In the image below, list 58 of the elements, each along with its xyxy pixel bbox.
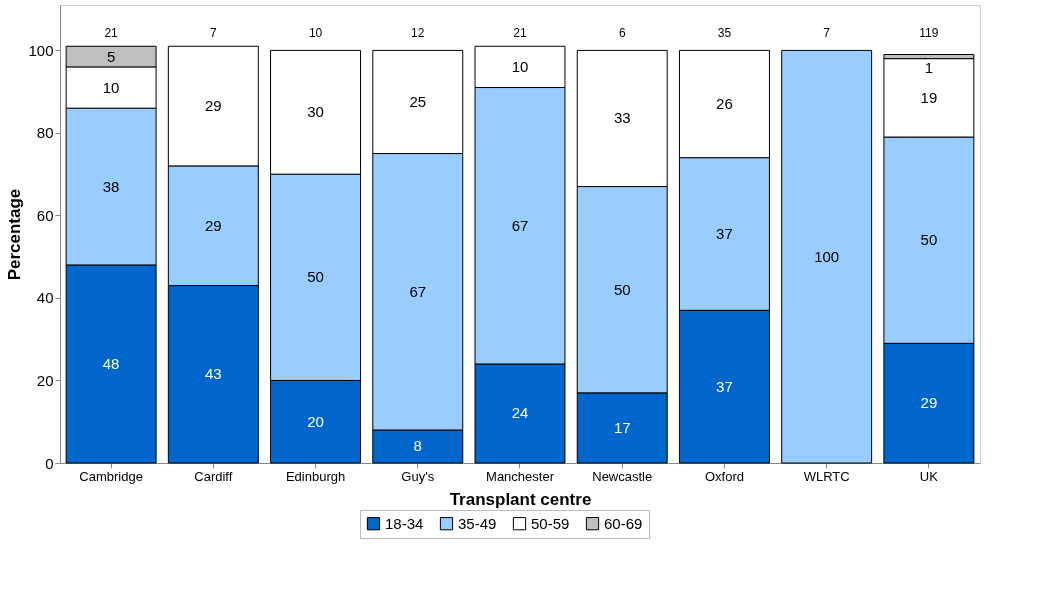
annotation: 21: [513, 26, 527, 40]
data-label: 67: [409, 282, 427, 300]
data-label: 50: [613, 280, 631, 298]
data-label: 37: [716, 377, 733, 395]
annotation: 7: [823, 26, 831, 40]
data-label: 29: [204, 97, 222, 115]
data-label: 100: [814, 247, 840, 265]
x-tick-label: Cardiff: [194, 468, 233, 484]
legend-label: 35-49: [458, 514, 497, 532]
data-label: 19: [920, 88, 938, 106]
data-label: 29: [204, 216, 222, 234]
data-label: 43: [204, 365, 222, 383]
data-label: 24: [511, 404, 529, 422]
x-tick-label: Cambridge: [79, 468, 143, 484]
data-label: 5: [106, 47, 116, 65]
data-label: 33: [613, 109, 631, 127]
data-label: 37: [716, 225, 733, 242]
data-label: 1: [924, 58, 934, 76]
x-axis-title: Transplant centre: [449, 489, 592, 509]
data-label: 8: [413, 437, 422, 455]
data-label: 20: [307, 412, 324, 430]
annotation: 10: [308, 26, 323, 40]
legend-label: 60-69: [604, 514, 643, 532]
data-label: 67: [511, 216, 529, 234]
x-tick-label: Newcastle: [592, 468, 653, 484]
data-label: 25: [409, 92, 427, 110]
x-tick-label: UK: [919, 468, 939, 484]
data-label: 30: [307, 103, 324, 121]
bar: [781, 49, 873, 464]
annotation: 21: [104, 26, 119, 40]
annotation: 6: [618, 26, 626, 40]
x-tick-label: Edinburgh: [285, 468, 346, 484]
data-label: 48: [102, 354, 120, 372]
data-label: 50: [307, 268, 324, 286]
x-tick-label: Manchester: [486, 468, 555, 484]
legend-label: 50-59: [531, 514, 570, 532]
annotation: 35: [717, 26, 732, 40]
data-label: 50: [920, 231, 938, 249]
annotation: 7: [209, 26, 217, 40]
y-axis-title: Percentage: [5, 188, 25, 281]
data-label: 26: [716, 95, 733, 113]
x-tick-label: Oxford: [704, 468, 744, 484]
annotation: 119: [919, 26, 939, 40]
y-tick-label: 60: [36, 206, 54, 224]
data-label: 29: [920, 394, 938, 412]
annotation: 12: [411, 26, 425, 40]
x-tick-label: Guy's: [401, 468, 435, 484]
y-tick-label: 0: [45, 454, 54, 472]
data-label: 17: [613, 418, 631, 436]
y-tick-label: 20: [36, 371, 54, 389]
data-label: 10: [511, 57, 529, 75]
legend-label: 18-34: [385, 514, 424, 532]
x-tick-label: WLRTC: [803, 468, 850, 484]
y-tick-label: 100: [28, 41, 54, 59]
y-tick-label: 80: [36, 124, 54, 142]
data-label: 38: [102, 177, 120, 195]
data-label: 10: [102, 78, 120, 96]
y-tick-label: 40: [36, 289, 54, 307]
